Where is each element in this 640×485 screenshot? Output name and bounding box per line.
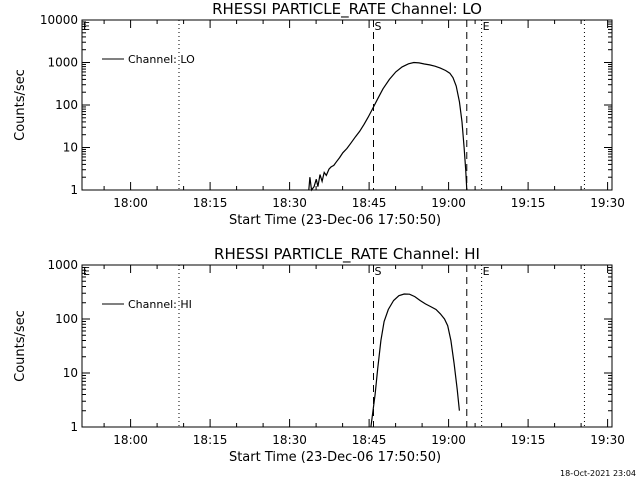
legend-label: Channel: HI (128, 298, 192, 311)
x-tick-label: 18:00 (113, 196, 148, 210)
x-axis-label: Start Time (23-Dec-06 17:50:50) (229, 450, 441, 465)
chart-panel-2: RHESSI PARTICLE_RATE Channel: HI Start Ti… (13, 245, 625, 465)
y-tick-label: 1 (70, 420, 78, 434)
y-tick-label: 1 (70, 183, 78, 197)
x-tick-label: 18:15 (193, 196, 228, 210)
x-tick-label: 18:15 (193, 433, 228, 447)
y-tick-label: 10 (63, 141, 78, 155)
y-tick-label: 10 (63, 366, 78, 380)
x-axis-label: Start Time (23-Dec-06 17:50:50) (229, 213, 441, 228)
chart-title: RHESSI PARTICLE_RATE Channel: HI (214, 245, 480, 264)
marker-label: E (83, 265, 90, 278)
x-tick-label: 19:00 (431, 433, 466, 447)
legend-label: Channel: LO (128, 53, 195, 66)
y-tick-label: 1000 (47, 258, 78, 272)
marker-label: S (375, 20, 382, 33)
y-axis-label: Counts/sec (13, 69, 28, 141)
marker-label: E (483, 20, 490, 33)
plot-frame (81, 19, 613, 191)
y-axis-label: Counts/sec (13, 310, 28, 382)
x-tick-label: 19:00 (431, 196, 466, 210)
chart-title: RHESSI PARTICLE_RATE Channel: LO (212, 0, 482, 19)
y-tick-label: 100 (55, 98, 78, 112)
marker-label: S (375, 265, 382, 278)
x-tick-label: 18:45 (352, 196, 387, 210)
x-tick-label: 19:30 (590, 433, 625, 447)
series-line (370, 293, 460, 428)
x-tick-label: 19:30 (590, 196, 625, 210)
series-line (308, 61, 468, 192)
chart-panel-1: RHESSI PARTICLE_RATE Channel: LO Start Ti… (13, 0, 625, 228)
y-tick-label: 1000 (47, 56, 78, 70)
x-tick-label: 18:00 (113, 433, 148, 447)
x-tick-label: 19:15 (511, 433, 546, 447)
y-tick-label: 10000 (40, 13, 78, 27)
plot-frame (81, 264, 613, 428)
x-tick-label: 19:15 (511, 196, 546, 210)
x-tick-label: 18:30 (272, 433, 307, 447)
timestamp: 18-Oct-2021 23:04 (560, 469, 636, 478)
marker-label: E (483, 265, 490, 278)
x-tick-label: 18:45 (352, 433, 387, 447)
y-tick-label: 100 (55, 312, 78, 326)
x-tick-label: 18:30 (272, 196, 307, 210)
marker-label: E (83, 20, 90, 33)
